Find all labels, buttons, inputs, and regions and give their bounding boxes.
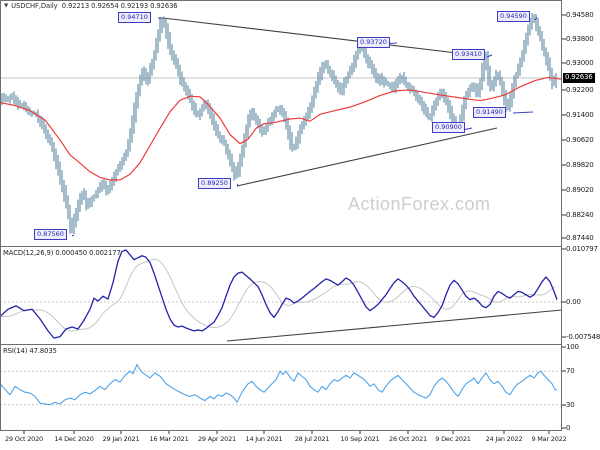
y-axis-label: 0.91400: [566, 111, 594, 119]
date-axis-label: 9 Mar 2022: [531, 435, 567, 443]
price-label-leader: [236, 183, 239, 187]
ohlc-values: 0.92213 0.92654 0.92193 0.92636: [61, 2, 178, 10]
date-axis-label: 14 Jun 2021: [245, 435, 283, 443]
trendline: [236, 127, 498, 187]
price-level-label: 0.90900: [432, 122, 465, 133]
watermark: ActionForex.com: [348, 194, 491, 214]
y-axis-label: 0.93800: [566, 35, 594, 43]
price-level-label: 0.87560: [34, 229, 67, 240]
y-axis-label: 30: [566, 401, 575, 409]
y-axis-label: 0.92200: [566, 86, 594, 94]
rsi-line: [0, 363, 557, 406]
price-label-leader: [71, 234, 75, 237]
rsi-indicator-label: RSI(14) 47.8035: [3, 347, 57, 355]
date-axis-label: 29 Apr 2021: [198, 435, 236, 443]
price-label-leader: [512, 111, 534, 114]
y-axis-label: 0.94580: [566, 11, 594, 19]
date-axis-label: 29 Jan 2021: [102, 435, 140, 443]
trendline: [162, 17, 458, 54]
date-axis-label: 16 Mar 2021: [149, 435, 189, 443]
y-axis-label: -0.007548: [566, 333, 600, 341]
date-axis-label: 14 Dec 2020: [54, 435, 94, 443]
price-level-label: 0.93410: [452, 49, 485, 60]
price-level-label: 0.94710: [118, 12, 151, 23]
date-axis-label: 10 Sep 2021: [340, 435, 380, 443]
y-axis-label: 0.89020: [566, 186, 594, 194]
y-axis-label: 0.88240: [566, 211, 594, 219]
date-axis-label: 24 Jan 2022: [485, 435, 523, 443]
price-level-label: 0.93720: [357, 37, 390, 48]
price-level-label: 0.89250: [198, 178, 231, 189]
plot-border: [0, 0, 562, 431]
date-axis-label: 9 Dec 2021: [435, 435, 471, 443]
y-axis-label: 0.90620: [566, 136, 594, 144]
date-axis-label: 26 Oct 2021: [389, 435, 427, 443]
macd-line: [0, 249, 558, 339]
y-axis-label: 0.00: [566, 298, 581, 306]
date-axis-label: 28 Jul 2021: [294, 435, 330, 443]
macd-trendline: [226, 309, 563, 342]
y-axis-label: 0.93000: [566, 59, 594, 67]
y-axis-label: 0.010797: [566, 245, 598, 253]
moving-average-line: [0, 76, 563, 181]
y-axis-label: 0.87440: [566, 234, 594, 242]
price-level-label: 0.91490: [473, 107, 506, 118]
symbol-timeframe-label: USDCHF,Daily: [11, 2, 58, 10]
current-price-tag: 0.92636: [563, 73, 595, 83]
chart-title: ▼ USDCHF,Daily 0.92213 0.92654 0.92193 0.…: [4, 2, 178, 10]
price-level-label: 0.94590: [497, 11, 530, 22]
macd-indicator-label: MACD(12,26,9) 0.000450 0.002177: [3, 249, 121, 257]
y-axis-label: 0.89820: [566, 161, 594, 169]
y-axis-label: 0: [566, 424, 571, 432]
collapse-icon[interactable]: ▼: [4, 3, 9, 9]
price-label-leader: [486, 54, 493, 58]
y-axis-label: 70: [566, 367, 575, 375]
macd-signal-line: [0, 258, 556, 332]
y-axis-label: 100: [566, 343, 579, 351]
price-label-leader: [534, 16, 538, 21]
date-axis-label: 29 Oct 2020: [5, 435, 43, 443]
